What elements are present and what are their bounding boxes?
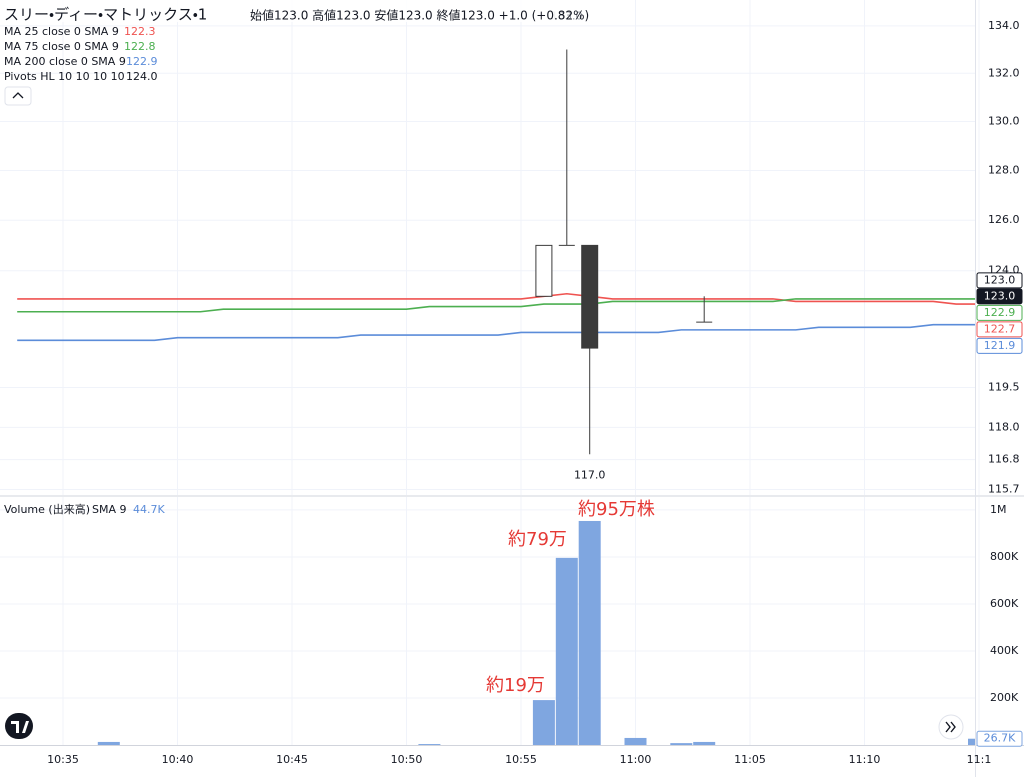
low-label: 117.0 [574,468,606,481]
y-tick-label: 132.0 [988,66,1020,79]
y-tick-label: 116.8 [988,453,1020,466]
x-tick-label: 11:00 [620,753,652,766]
y-tick-label: 134.0 [988,19,1020,32]
logo-mark [11,721,29,733]
price-tag [976,304,1023,321]
y-tick-label: 1M [990,503,1007,516]
x-tick-label: 10:35 [47,753,79,766]
volume-title: Volume (出来高) [4,502,90,516]
y-tick-label: 200K [990,691,1019,704]
x-tick-label: 11:1 [967,753,992,766]
volume-bar [532,700,555,745]
price-tag [976,337,1023,354]
annotation: 約95万株 [578,499,655,520]
x-tick-label: 10:50 [391,753,423,766]
volume-bar [418,744,441,745]
volume-bar [670,743,693,745]
volume-tag-label: 26.7K [984,732,1016,745]
y-tick-label: 118.0 [988,420,1020,433]
y-tick-label: 115.7 [988,483,1020,496]
volume-bar [555,557,578,745]
indicator-value: 122.3 [124,25,156,38]
indicator-name: MA 25 close 0 SMA 9 [4,25,119,38]
volume-bar [578,520,601,745]
ma-line [17,298,975,313]
y-tick-label: 800K [990,550,1019,563]
price-tag-label: 121.9 [984,339,1016,352]
y-tick-label: 128.0 [988,163,1020,176]
annotation: 約19万 [486,675,545,696]
header-backdrop [0,0,560,22]
volume-bar [97,741,120,745]
indicator-name: Pivots HL 10 10 10 10 [4,70,125,83]
price-tag-label: 122.9 [984,306,1016,319]
axes: 10:35 10:40 10:45 10:50 10:55 11:00 11:05 11:10… [47,19,1023,766]
candle-body [535,244,553,297]
indicator-value: 122.8 [124,40,156,53]
x-tick-label: 10:40 [162,753,194,766]
grid [0,0,980,745]
y-tick-label: 119.5 [988,380,1020,393]
volume-tag [976,730,1023,747]
candle-body [581,244,599,349]
price-tag [976,272,1023,289]
ma-line [17,323,975,342]
indicator-name: MA 75 close 0 SMA 9 [4,40,119,53]
indicator-value: 122.9 [126,55,158,68]
x-tick-label: 10:55 [505,753,537,766]
scroll-icon [945,721,956,733]
volume-sma-value: 44.7K [133,503,165,516]
price-tag-label: 123.0 [984,273,1016,286]
volume-bar [624,737,647,745]
x-tick-label: 11:10 [849,753,881,766]
collapse-icon [12,92,24,99]
price-tag-label: 122.7 [984,322,1016,335]
symbol-title: スリー・ディー・マトリックス・1 [4,6,207,24]
indicator-value: 124.0 [126,70,158,83]
y-tick-label: 126.0 [988,213,1020,226]
ohlc-legend: 始値123.0 高値123.0 安値123.0 終値123.0 +1.0 (+0… [250,8,589,23]
collapse-button[interactable] [4,86,32,106]
scroll-button[interactable] [938,714,964,740]
y-tick-label: 130.0 [988,115,1020,128]
indicator-legend: MA 25 close 0 SMA 9 122.3 MA 75 close 0 SM… [4,25,158,83]
ma-line [17,292,975,305]
volume-sma: SMA 9 [92,503,127,516]
volume-bar [693,741,716,745]
y-tick-label: 600K [990,597,1019,610]
x-tick-label: 10:45 [276,753,308,766]
indicator-name: MA 200 close 0 SMA 9 [4,55,126,68]
price-tag [976,288,1023,305]
annotation: 約79万 [508,529,567,550]
price-tag [976,321,1023,338]
y-tick-label: 400K [990,644,1019,657]
price-tag-label: 123.0 [984,289,1016,302]
volume-bar [968,738,975,745]
x-tick-label: 11:05 [734,753,766,766]
